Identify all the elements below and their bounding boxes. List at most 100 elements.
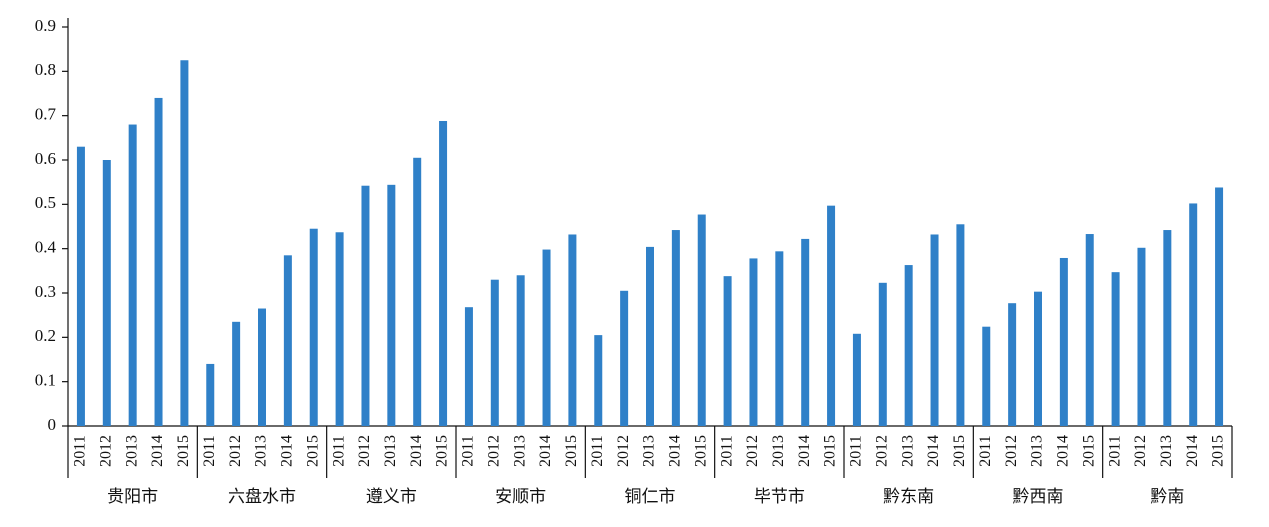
x-tick-label: 2014 (1055, 435, 1072, 467)
group-label: 贵阳市 (107, 487, 158, 506)
x-tick-label: 2012 (1132, 435, 1149, 467)
x-tick-label: 2011 (718, 435, 735, 466)
y-tick-label: 0.5 (35, 193, 56, 212)
bar (232, 321, 241, 426)
bar (982, 326, 991, 426)
x-tick-label: 2015 (563, 435, 580, 467)
bar (102, 160, 111, 426)
x-tick-label: 2015 (951, 435, 968, 467)
x-tick-label: 2011 (330, 435, 347, 466)
bar (1085, 234, 1094, 426)
bar (154, 97, 163, 426)
x-tick-label: 2015 (692, 435, 709, 467)
bar (490, 279, 499, 426)
bar (646, 246, 654, 426)
y-tick-label: 0.2 (35, 326, 56, 345)
group-label: 铜仁市 (625, 487, 676, 506)
bar (361, 185, 370, 426)
bar (568, 234, 577, 426)
x-tick-label: 2011 (460, 435, 477, 466)
group-label: 黔西南 (1013, 487, 1064, 506)
y-tick-label: 0.1 (35, 371, 56, 390)
x-tick-label: 2013 (770, 435, 787, 467)
x-tick-label: 2013 (641, 435, 658, 467)
bar (258, 308, 266, 426)
bar (387, 184, 396, 426)
bar (801, 238, 810, 426)
bar (1163, 230, 1172, 426)
bar (283, 255, 292, 426)
x-tick-label: 2012 (97, 435, 114, 467)
x-tick-label: 2013 (253, 435, 270, 467)
x-tick-label: 2014 (149, 435, 166, 467)
group-label: 黔东南 (883, 487, 934, 506)
bar (1034, 291, 1042, 426)
x-tick-label: 2013 (899, 435, 916, 467)
y-tick-label: 0 (48, 415, 57, 434)
x-tick-label: 2015 (304, 435, 321, 467)
y-tick-label: 0.7 (35, 105, 57, 124)
bar (697, 214, 706, 426)
bar (775, 251, 784, 426)
group-label: 毕节市 (754, 487, 805, 506)
bar (1008, 303, 1017, 426)
bar (904, 265, 913, 426)
bar (516, 275, 525, 426)
group-label: 黔南 (1150, 487, 1184, 506)
bar (1111, 272, 1120, 426)
bar (956, 224, 965, 426)
bar (1215, 187, 1224, 426)
bar (309, 228, 318, 426)
x-tick-label: 2015 (1080, 435, 1097, 467)
bar (1189, 203, 1198, 426)
bar (128, 124, 137, 427)
x-tick-label: 2014 (667, 435, 684, 467)
y-tick-label: 0.3 (35, 282, 56, 301)
x-tick-label: 2015 (434, 435, 451, 467)
x-tick-label: 2014 (408, 435, 425, 467)
x-tick-label: 2013 (123, 435, 140, 467)
bar (594, 335, 603, 426)
bar (335, 232, 344, 426)
y-tick-label: 0.6 (35, 149, 56, 168)
y-tick-label: 0.8 (35, 60, 56, 79)
x-tick-label: 2015 (822, 435, 839, 467)
bar (671, 230, 680, 426)
bar (749, 258, 758, 426)
group-label: 安顺市 (495, 487, 546, 506)
x-tick-label: 2013 (1029, 435, 1046, 467)
bar (1137, 247, 1146, 426)
group-label: 六盘水市 (228, 487, 296, 506)
bar (827, 205, 836, 426)
bar (439, 120, 448, 426)
x-tick-label: 2014 (796, 435, 813, 467)
bar (464, 307, 473, 426)
x-tick-label: 2012 (485, 435, 502, 467)
bar (413, 157, 422, 427)
x-tick-label: 2011 (1106, 435, 1123, 466)
x-tick-label: 2014 (537, 435, 554, 467)
x-tick-label: 2011 (848, 435, 865, 466)
group-label: 遵义市 (366, 487, 417, 506)
bar (930, 234, 939, 426)
x-tick-label: 2013 (1158, 435, 1175, 467)
bar (878, 282, 887, 426)
x-tick-label: 2012 (873, 435, 890, 467)
x-tick-label: 2015 (175, 435, 192, 467)
x-tick-label: 2014 (279, 435, 296, 467)
bar (723, 276, 732, 426)
x-tick-label: 2011 (72, 435, 89, 466)
y-tick-label: 0.9 (35, 16, 56, 35)
x-tick-label: 2012 (744, 435, 761, 467)
x-tick-label: 2014 (925, 435, 942, 467)
bar (206, 363, 215, 426)
bar (76, 146, 85, 426)
x-tick-label: 2011 (977, 435, 994, 466)
x-tick-label: 2014 (1184, 435, 1201, 467)
bar (180, 60, 189, 426)
x-tick-label: 2015 (1210, 435, 1227, 467)
x-tick-label: 2013 (382, 435, 399, 467)
x-tick-label: 2011 (201, 435, 218, 466)
x-tick-label: 2013 (511, 435, 528, 467)
